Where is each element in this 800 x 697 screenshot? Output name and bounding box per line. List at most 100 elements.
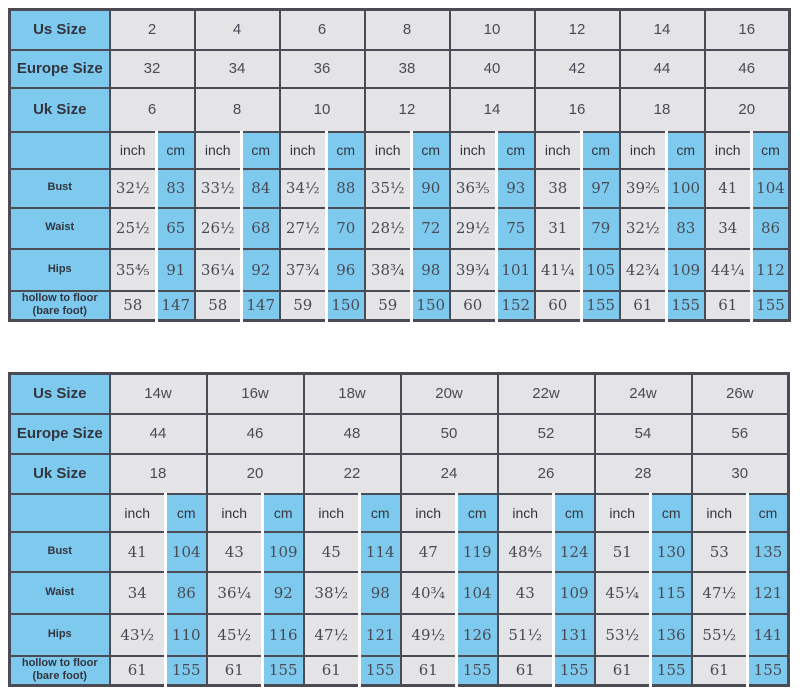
row-sublabel-text: (bare foot) <box>32 670 87 683</box>
unit-header-cm-cell: cm <box>411 130 451 170</box>
size-value-cell: 28 <box>594 452 693 495</box>
unit-header-cm-cell: cm <box>262 492 305 533</box>
measurement-inch-cell: 39¾ <box>449 247 498 292</box>
measurement-cm-cell: 109 <box>666 247 706 292</box>
measurement-cm-cell: 155 <box>165 654 208 687</box>
measurement-cm-cell: 101 <box>496 247 536 292</box>
measurement-cm-cell: 121 <box>359 612 402 657</box>
row-label-cell: Hips <box>9 612 111 657</box>
measurement-inch-cell: 61 <box>594 654 652 687</box>
size-value-cell: 52 <box>497 412 596 455</box>
measurement-inch-cell: 43 <box>206 530 264 573</box>
size-value-cell: 12 <box>534 8 621 51</box>
measurement-inch-cell: 27½ <box>279 206 328 250</box>
size-value-cell: 26 <box>497 452 596 495</box>
measurement-inch-cell: 39⅖ <box>619 167 668 209</box>
measurement-inch-cell: 34½ <box>279 167 328 209</box>
measurement-inch-cell: 58 <box>194 289 243 322</box>
unit-header-cm-cell: cm <box>666 130 706 170</box>
measurement-inch-cell: 31 <box>534 206 583 250</box>
row-label-text: Bust <box>47 181 72 194</box>
unit-header-cm-cell: cm <box>326 130 366 170</box>
unit-header-cm-cell: cm <box>650 492 693 533</box>
measurement-inch-cell: 61 <box>497 654 555 687</box>
size-value-cell: 34 <box>194 48 281 89</box>
size-value-cell: 36 <box>279 48 366 89</box>
unit-header-inch-cell: inch <box>206 492 264 533</box>
row-sublabel-text: (bare foot) <box>32 305 87 318</box>
row-label-cell: Europe Size <box>9 48 111 89</box>
measurement-cm-cell: 112 <box>751 247 790 292</box>
measurement-cm-cell: 130 <box>650 530 693 573</box>
size-value-cell: 6 <box>109 86 196 133</box>
measurement-cm-cell: 152 <box>496 289 536 322</box>
measurement-cm-cell: 86 <box>751 206 790 250</box>
row-label-text: hollow to floor <box>21 291 98 304</box>
size-value-cell: 22w <box>497 372 596 415</box>
unit-header-cm-cell: cm <box>496 130 536 170</box>
measurement-cm-cell: 105 <box>581 247 621 292</box>
measurement-inch-cell: 61 <box>109 654 167 687</box>
measurement-row: hollow to floor (bare foot) 61 155 61 155 61 15… <box>9 654 789 687</box>
measurement-cm-cell: 104 <box>456 570 499 615</box>
size-value-cell: 38 <box>364 48 451 89</box>
measurement-cm-cell: 147 <box>241 289 281 322</box>
size-value-cell: 8 <box>194 86 281 133</box>
size-value-cell: 46 <box>206 412 305 455</box>
measurement-cm-cell: 91 <box>156 247 196 292</box>
row-label-cell: Uk Size <box>9 86 111 133</box>
size-value-cell: 10 <box>449 8 536 51</box>
measurement-inch-cell: 43 <box>497 570 555 615</box>
measurement-inch-cell: 32½ <box>109 167 158 209</box>
measurement-row: Waist 34 86 36¼ 92 38½ 98 40¾ 104 43 109 45¼ 115 47½ 1… <box>9 570 789 615</box>
measurement-cm-cell: 136 <box>650 612 693 657</box>
measurement-inch-cell: 61 <box>619 289 668 322</box>
size-value-cell: 18 <box>109 452 208 495</box>
measurement-cm-cell: 83 <box>666 206 706 250</box>
measurement-inch-cell: 61 <box>303 654 361 687</box>
plus-size-chart-table: Us Size 14w 16w 18w 20w 22w 24w 26w Europe Size 4… <box>8 372 790 687</box>
plus-size-chart-section: Us Size 14w 16w 18w 20w 22w 24w 26w Europe Size 4… <box>8 372 790 687</box>
measurement-inch-cell: 42¾ <box>619 247 668 292</box>
measurement-cm-cell: 90 <box>411 167 451 209</box>
measurement-inch-cell: 36¼ <box>194 247 243 292</box>
measurement-cm-cell: 109 <box>553 570 596 615</box>
size-value-cell: 16 <box>704 8 790 51</box>
measurement-inch-cell: 60 <box>534 289 583 322</box>
size-value-cell: 24w <box>594 372 693 415</box>
size-value-cell: 4 <box>194 8 281 51</box>
measurement-cm-cell: 75 <box>496 206 536 250</box>
measurement-inch-cell: 41¼ <box>534 247 583 292</box>
measurement-cm-cell: 126 <box>456 612 499 657</box>
measurement-cm-cell: 124 <box>553 530 596 573</box>
row-label-cell: Europe Size <box>9 412 111 455</box>
measurement-cm-cell: 147 <box>156 289 196 322</box>
measurement-cm-cell: 114 <box>359 530 402 573</box>
size-value-cell: 46 <box>704 48 790 89</box>
unit-header-row: inch cm inch cm inch cm inch cm inch cm inch cm inch… <box>9 492 789 533</box>
measurement-inch-cell: 48⅘ <box>497 530 555 573</box>
unit-header-inch-cell: inch <box>449 130 498 170</box>
row-label-text: Bust <box>47 544 72 557</box>
measurement-cm-cell: 155 <box>359 654 402 687</box>
measurement-cm-cell: 150 <box>411 289 451 322</box>
unit-header-cm-cell: cm <box>456 492 499 533</box>
unit-header-inch-cell: inch <box>534 130 583 170</box>
size-value-cell: 14 <box>449 86 536 133</box>
unit-header-inch-cell: inch <box>594 492 652 533</box>
unit-header-inch-cell: inch <box>194 130 243 170</box>
size-row: Uk Size 18 20 22 24 26 28 30 <box>9 452 789 495</box>
unit-header-cm-cell: cm <box>359 492 402 533</box>
standard-size-chart-section: Us Size 2 4 6 8 10 12 14 16 Europe Size 32 34 36 38 40… <box>8 8 791 322</box>
measurement-inch-cell: 55½ <box>691 612 749 657</box>
measurement-inch-cell: 26½ <box>194 206 243 250</box>
row-label-text: Hips <box>47 627 72 640</box>
size-value-cell: 56 <box>691 412 789 455</box>
size-value-cell: 24 <box>400 452 499 495</box>
measurement-inch-cell: 45½ <box>206 612 264 657</box>
size-value-cell: 6 <box>279 8 366 51</box>
unit-header-inch-cell: inch <box>400 492 458 533</box>
unit-header-cm-cell: cm <box>241 130 281 170</box>
size-value-cell: 2 <box>109 8 196 51</box>
measurement-cm-cell: 92 <box>241 247 281 292</box>
